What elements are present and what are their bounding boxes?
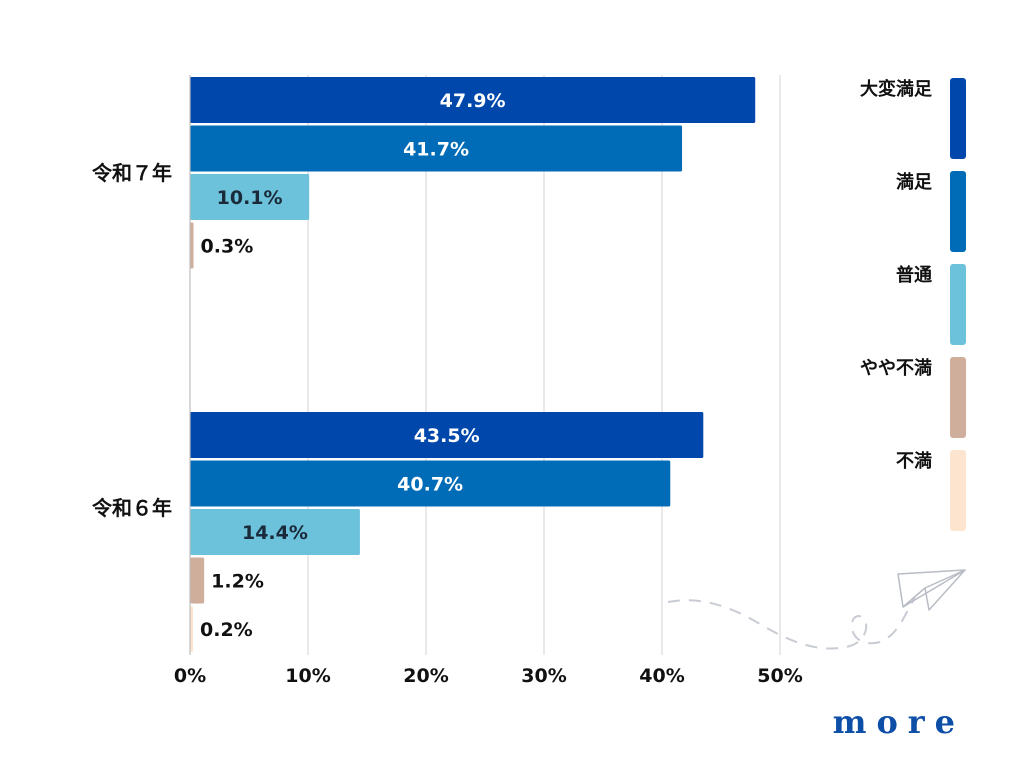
- legend-label: 普通: [896, 264, 932, 286]
- legend-label: 大変満足: [860, 78, 932, 100]
- bar-value-label: 0.3%: [201, 236, 254, 258]
- x-tick-label: 10%: [285, 665, 330, 687]
- bar: [190, 412, 704, 458]
- bar: [190, 222, 194, 269]
- x-tick-label: 0%: [174, 665, 206, 687]
- bar-value-label: 41.7%: [403, 139, 469, 161]
- brand-logo: more: [833, 703, 965, 741]
- bar: [190, 460, 671, 507]
- bar-value-label: 47.9%: [440, 90, 506, 112]
- legend-label: やや不満: [860, 357, 932, 379]
- bars: 47.9% 41.7% 10.1% 0.3% 43.5% 40.7% 14.4% 1.2% 0.…: [190, 77, 756, 652]
- bar-value-label: 40.7%: [397, 474, 463, 496]
- bar: [190, 557, 205, 604]
- decoration: [667, 569, 966, 650]
- bar: [190, 174, 310, 220]
- bar-value-label: 1.2%: [211, 571, 264, 593]
- bar: [190, 77, 756, 123]
- x-tick-label: 40%: [639, 665, 684, 687]
- x-tick-label: 50%: [757, 665, 802, 687]
- legend-label: 満足: [896, 171, 932, 193]
- legend-swatch: [950, 78, 966, 159]
- bar-value-label: 43.5%: [414, 425, 480, 447]
- bar: [190, 509, 360, 555]
- x-tick-label: 30%: [521, 665, 566, 687]
- legend-swatch: [950, 357, 966, 438]
- gridlines: [307, 75, 781, 655]
- legend-label: 不満: [896, 450, 932, 472]
- brand-logo-text: more: [833, 703, 965, 741]
- bar: [190, 606, 193, 652]
- x-tick-label: 20%: [403, 665, 448, 687]
- paper-plane-icon: [667, 569, 966, 650]
- legend-swatch: [950, 264, 966, 345]
- category-label: 令和６年: [92, 496, 172, 520]
- legend-swatch: [950, 171, 966, 252]
- bar-value-label: 10.1%: [217, 187, 283, 209]
- bar-value-label: 14.4%: [242, 522, 308, 544]
- bar: [190, 125, 683, 172]
- bar-value-label: 0.2%: [200, 619, 253, 641]
- legend-swatch: [950, 450, 966, 531]
- category-label: 令和７年: [92, 161, 172, 185]
